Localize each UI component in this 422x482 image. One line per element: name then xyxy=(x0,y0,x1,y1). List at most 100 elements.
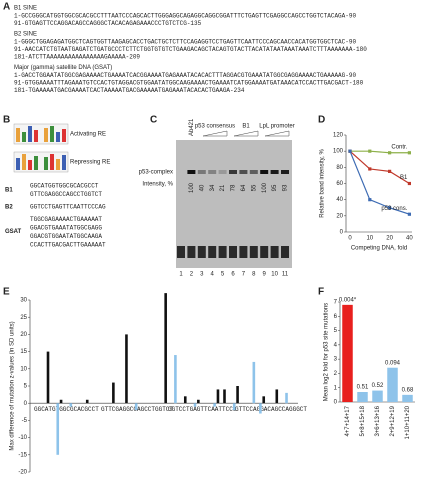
p-value: 0.52 xyxy=(372,383,384,389)
bar xyxy=(193,403,197,407)
free-probe-band xyxy=(218,246,227,258)
point xyxy=(388,169,392,173)
y-tick-label: 60 xyxy=(336,181,343,187)
complex-band xyxy=(187,170,196,174)
p-value: 0.004* xyxy=(339,297,357,303)
x-tick-label: 10 xyxy=(366,236,373,242)
complex-band xyxy=(218,170,227,174)
free-probe-band xyxy=(260,246,269,258)
bar xyxy=(134,403,138,411)
bar xyxy=(342,304,353,402)
free-probe-band xyxy=(208,246,217,258)
free-probe-band xyxy=(281,246,289,258)
sequence-label: GTTCCAGGACAGCCAGGGCT xyxy=(235,406,307,413)
sequence-label: GGTCCTGAGTTCAATTCCC xyxy=(168,406,237,413)
lane-number: 10 xyxy=(271,272,278,278)
site-sequence: GGACGTGAAATATGGCGAGG xyxy=(30,225,102,232)
complex-band xyxy=(197,170,206,174)
bar xyxy=(357,392,368,402)
free-probe-band xyxy=(249,246,258,258)
point xyxy=(388,206,392,210)
y-tick-label: 25 xyxy=(20,315,27,321)
y-tick-label: 0 xyxy=(24,401,28,407)
series-label: B1 xyxy=(400,175,408,181)
y-tick-label: -20 xyxy=(18,470,27,476)
series-line xyxy=(350,150,410,154)
section-title: Major (gamma) satellite DNA (GSAT) xyxy=(14,65,112,71)
y-tick-label: 3 xyxy=(334,357,338,363)
bar xyxy=(46,351,50,404)
wedge xyxy=(264,130,290,137)
point xyxy=(368,149,372,153)
bar xyxy=(402,394,413,402)
site-sequence: CCACTTGACGACTTGAAAAAT xyxy=(30,242,106,249)
p-value: 0.68 xyxy=(402,387,414,393)
y-tick-label: -10 xyxy=(18,435,27,441)
free-probe-band xyxy=(177,246,185,258)
x-tick-label: 0 xyxy=(348,236,352,242)
lane-number: 11 xyxy=(282,272,289,278)
free-probe-band xyxy=(197,246,206,258)
lane-number: 9 xyxy=(263,272,267,278)
series-label: Contr. xyxy=(391,144,407,150)
complex-band xyxy=(281,170,289,174)
intensity-value: 21 xyxy=(220,184,226,191)
x-axis-label: Competing DNA, fold xyxy=(351,246,407,252)
sequence-logo xyxy=(13,123,69,173)
sequence-label: GGCATGTGGCGCACGCCT xyxy=(34,406,99,413)
sequence-line: 91-GTGAGTTCCAGGACAGCCAGGGCTACACAGAGAAACC… xyxy=(14,20,202,27)
row-name: B1 xyxy=(5,188,13,194)
x-tick-label: 2+9+12+19 xyxy=(390,405,396,436)
section-title: B1 SINE xyxy=(14,6,37,12)
series-label: p53 cons. xyxy=(381,206,407,212)
point xyxy=(407,151,411,155)
complex-band xyxy=(270,170,279,174)
bar xyxy=(223,389,226,404)
y-tick-label: 120 xyxy=(333,133,344,139)
bar xyxy=(183,396,187,404)
x-tick-label: 4+7+14+17 xyxy=(345,405,351,436)
section-title: B2 SINE xyxy=(14,32,37,38)
intensity-value: 100 xyxy=(262,182,268,193)
x-tick-label: 20 xyxy=(386,236,393,242)
y-tick-label: 80 xyxy=(336,165,343,171)
y-tick-label: 10 xyxy=(20,366,27,372)
y-tick-label: -5 xyxy=(22,418,28,424)
bar xyxy=(112,382,115,404)
y-tick-label: 4 xyxy=(334,342,338,348)
complex-band xyxy=(208,170,217,174)
lane-number: 4 xyxy=(211,272,215,278)
panel-label: C xyxy=(150,115,157,126)
group-label: LpL promoter xyxy=(259,124,294,130)
bar xyxy=(125,334,128,404)
wedge xyxy=(233,130,259,137)
bar xyxy=(259,403,262,414)
lane-number: 8 xyxy=(252,272,256,278)
intensity-value: 40 xyxy=(199,184,205,191)
y-tick-label: 0 xyxy=(334,400,338,406)
band-label: p53-complex xyxy=(139,170,173,176)
y-tick-label: 15 xyxy=(20,349,27,355)
series-line xyxy=(349,150,410,185)
bar xyxy=(387,367,398,402)
site-sequence: GGACGTGGAATATGGCAAGA xyxy=(30,233,102,240)
lane-number: 5 xyxy=(221,272,225,278)
sequence-line: 1-GGGCTGGAGAGATGGCTCAGTGGTTAAGAGCACCTGAC… xyxy=(14,39,356,46)
y-tick-label: 20 xyxy=(20,332,27,338)
lane-number: 7 xyxy=(242,272,246,278)
site-sequence: TGGCGAGAAAACTGAAAAAT xyxy=(30,216,102,223)
y-axis-label: Relative band intensity, % xyxy=(320,149,326,218)
point xyxy=(407,181,411,186)
lane-number: 1 xyxy=(179,272,183,278)
lane-number: 3 xyxy=(200,272,204,278)
site-sequence: GGCATGGTGGCGCACGCCT xyxy=(30,183,99,190)
y-tick-label: 30 xyxy=(20,298,27,304)
y-tick-label: 40 xyxy=(336,197,343,203)
row-name: B2 xyxy=(5,205,13,211)
complex-band xyxy=(249,170,258,174)
logo-label: Repressing RE xyxy=(70,160,110,166)
bar xyxy=(232,403,236,411)
y-tick-label: 7 xyxy=(334,300,338,306)
logo-label: Activating RE xyxy=(70,132,106,138)
